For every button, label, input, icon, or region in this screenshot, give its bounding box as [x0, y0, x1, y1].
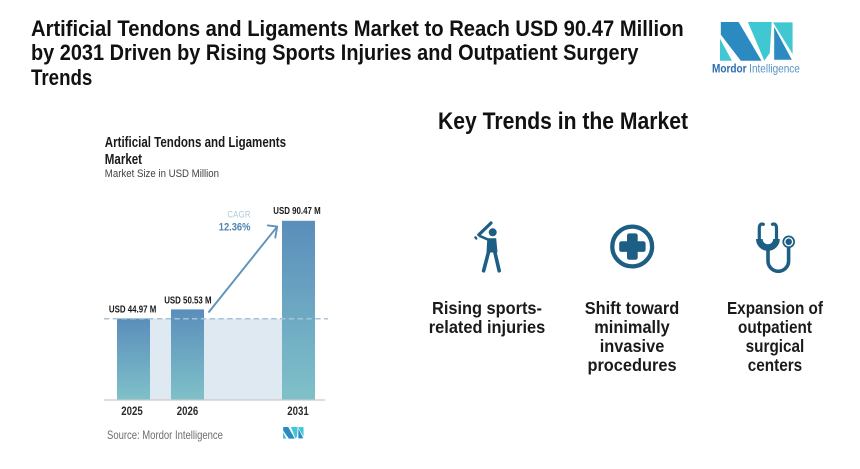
svg-text:Source: Mordor Intelligence: Source: Mordor Intelligence: [107, 429, 223, 442]
svg-text:USD 50.53 M: USD 50.53 M: [164, 295, 211, 306]
svg-text:USD 44.97 M: USD 44.97 M: [109, 304, 156, 315]
svg-text:2026: 2026: [177, 405, 198, 418]
svg-text:2025: 2025: [121, 405, 142, 418]
svg-text:Market Size in USD Million: Market Size in USD Million: [105, 168, 219, 180]
svg-text:CAGR: CAGR: [227, 209, 250, 220]
svg-text:12.36%: 12.36%: [219, 222, 251, 234]
svg-text:2031: 2031: [287, 405, 308, 418]
svg-text:USD 90.47 M: USD 90.47 M: [273, 205, 320, 216]
svg-text:Artificial Tendons and Ligamen: Artificial Tendons and Ligaments: [105, 134, 286, 151]
svg-text:Market: Market: [105, 151, 143, 168]
